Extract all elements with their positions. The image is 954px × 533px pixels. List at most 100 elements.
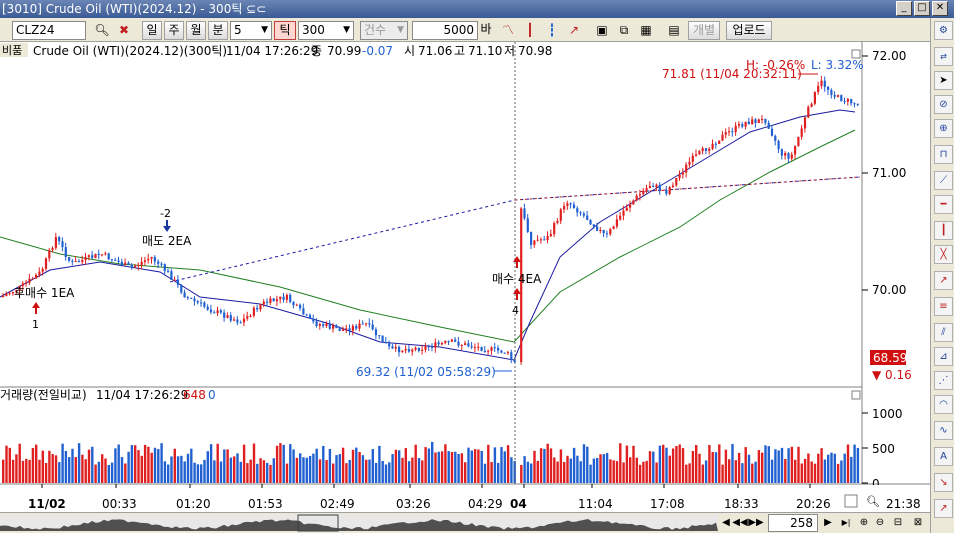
volume-bar <box>655 462 658 483</box>
candle-body <box>655 184 658 188</box>
copy-icon[interactable]: ⧉ <box>619 23 629 37</box>
volume-change: 0 <box>208 388 216 402</box>
candle-body <box>685 164 688 173</box>
candle-body <box>143 260 147 262</box>
split-icon[interactable]: ⊟ <box>893 517 903 528</box>
panel-close-icon[interactable] <box>851 390 861 400</box>
maximize-button[interactable]: □ <box>914 1 930 16</box>
volume-bar <box>846 444 850 483</box>
candle-body <box>599 230 602 232</box>
volume-bar <box>140 455 143 483</box>
volume-bar <box>615 461 619 483</box>
period-minute-button[interactable]: 분 <box>208 21 228 40</box>
horizontal-line-icon[interactable]: ━ <box>934 195 953 214</box>
candle-body <box>101 254 104 256</box>
zoom-out-icon[interactable]: ⊖ <box>875 517 885 528</box>
search-icon[interactable]: 🔍︎ <box>94 23 110 37</box>
zoom-in-icon[interactable]: ⊕ <box>859 517 869 528</box>
trendline-icon[interactable]: ⟋ <box>934 171 953 190</box>
zoom-icon[interactable]: 🔍︎ <box>866 495 880 508</box>
scroll-right-icon[interactable]: ▶ <box>824 517 832 528</box>
scroll-end-icon[interactable]: ▶▶ <box>748 517 764 528</box>
grid-icon[interactable]: ▦ <box>640 23 652 37</box>
candle-body <box>728 131 731 133</box>
candle-chart-icon[interactable]: ┃ <box>526 23 534 37</box>
cursor-icon[interactable]: ➤ <box>934 71 953 90</box>
gann-icon[interactable]: ⊿ <box>934 347 953 366</box>
channel-icon[interactable]: ⫽ <box>934 323 953 342</box>
search-reset-icon[interactable]: ✖ <box>118 23 130 37</box>
candle-body <box>25 282 28 284</box>
play-icon[interactable]: ▶| <box>841 518 851 527</box>
candle-body <box>800 128 803 137</box>
x-axis-label: 03:26 <box>396 497 431 511</box>
volume-bar <box>213 460 216 483</box>
volume-bar <box>526 461 530 483</box>
arrow-icon[interactable]: ↘ <box>934 473 953 492</box>
tick-button[interactable]: 틱 <box>274 21 296 40</box>
text-icon[interactable]: A <box>934 447 953 466</box>
volume-bar <box>817 453 820 483</box>
candle-body <box>543 239 546 241</box>
volume-bar <box>790 446 794 483</box>
scroll-first-icon[interactable]: ◀◀ <box>732 517 748 528</box>
overview-strip[interactable] <box>0 513 720 533</box>
period-week-button[interactable]: 주 <box>164 21 184 40</box>
volume-bar <box>41 450 44 483</box>
volume-bar <box>596 458 599 483</box>
count-input[interactable]: 5000 <box>412 21 478 40</box>
table-icon[interactable]: ▤ <box>668 23 680 37</box>
minimize-button[interactable]: _ <box>896 1 912 16</box>
individual-button[interactable]: 개별 <box>688 21 720 40</box>
count-select[interactable]: 건수 ▼ <box>360 21 408 40</box>
fan-icon[interactable]: ⋰ <box>934 371 953 390</box>
period-month-button[interactable]: 월 <box>186 21 206 40</box>
candle-body <box>556 220 559 224</box>
candle-body <box>15 290 18 292</box>
bar-chart-icon[interactable]: ┇ <box>548 23 556 37</box>
scroll-left-icon[interactable]: ◀ <box>722 517 730 528</box>
change-value: -0.07 <box>362 44 393 58</box>
line-chart-icon[interactable]: 〽 <box>501 23 514 37</box>
open-value: 71.06 <box>418 44 452 58</box>
zoom-icon[interactable]: ⊕ <box>934 119 953 138</box>
period-day-button[interactable]: 일 <box>142 21 162 40</box>
bar-count-input[interactable]: 258 <box>768 514 818 532</box>
candle-body <box>351 325 354 331</box>
symbol-input[interactable]: CLZ24 <box>12 21 86 40</box>
candle-body <box>576 208 579 213</box>
candle-body <box>827 86 830 90</box>
candle-body <box>186 297 189 299</box>
candle-body <box>457 341 460 346</box>
ray-icon[interactable]: ↗ <box>934 271 953 290</box>
trend-icon[interactable]: ↗ <box>568 23 580 37</box>
cycle-icon[interactable]: ∿ <box>934 421 953 440</box>
close-panel-icon[interactable]: ⊠ <box>913 517 923 528</box>
close-button[interactable]: ✕ <box>932 1 948 16</box>
settings-icon[interactable]: ⚙ <box>934 21 953 40</box>
arc-icon[interactable]: ◠ <box>934 395 953 414</box>
panel-close-icon[interactable] <box>851 49 861 59</box>
volume-bar <box>576 455 579 483</box>
fibonacci-icon[interactable]: ≡ <box>934 297 953 316</box>
layout-icon[interactable]: ▣ <box>596 23 608 37</box>
candle-body <box>823 80 826 87</box>
magnet-icon[interactable]: ⊓ <box>934 145 953 164</box>
candle-body <box>259 304 262 310</box>
chart-scrollbar[interactable]: ◀ ◀◀ ▶▶ 258 ▶ ▶| ⊕ ⊖ ⊟ ⊠ <box>0 512 930 533</box>
sync-icon[interactable]: ⇄ <box>934 47 953 66</box>
minute-select[interactable]: 5 ▼ <box>230 21 272 40</box>
volume-bar <box>731 443 734 483</box>
volume-bar <box>794 459 797 483</box>
cross-line-icon[interactable]: ╳ <box>934 245 953 264</box>
volume-bar <box>605 453 609 483</box>
tick-select[interactable]: 300 ▼ <box>298 21 354 40</box>
vertical-line-icon[interactable]: ┃ <box>934 221 953 240</box>
volume-bar <box>751 463 754 483</box>
candle-body <box>345 328 348 330</box>
erase-icon[interactable]: ⊘ <box>934 95 953 114</box>
volume-bar <box>619 443 622 483</box>
signal-icon[interactable]: ↗ <box>934 499 953 518</box>
chart-area[interactable]: 비품 Crude Oil (WTI)(2024.12)(300틱) 11/04 … <box>0 42 930 512</box>
upload-button[interactable]: 업로드 <box>726 21 772 40</box>
